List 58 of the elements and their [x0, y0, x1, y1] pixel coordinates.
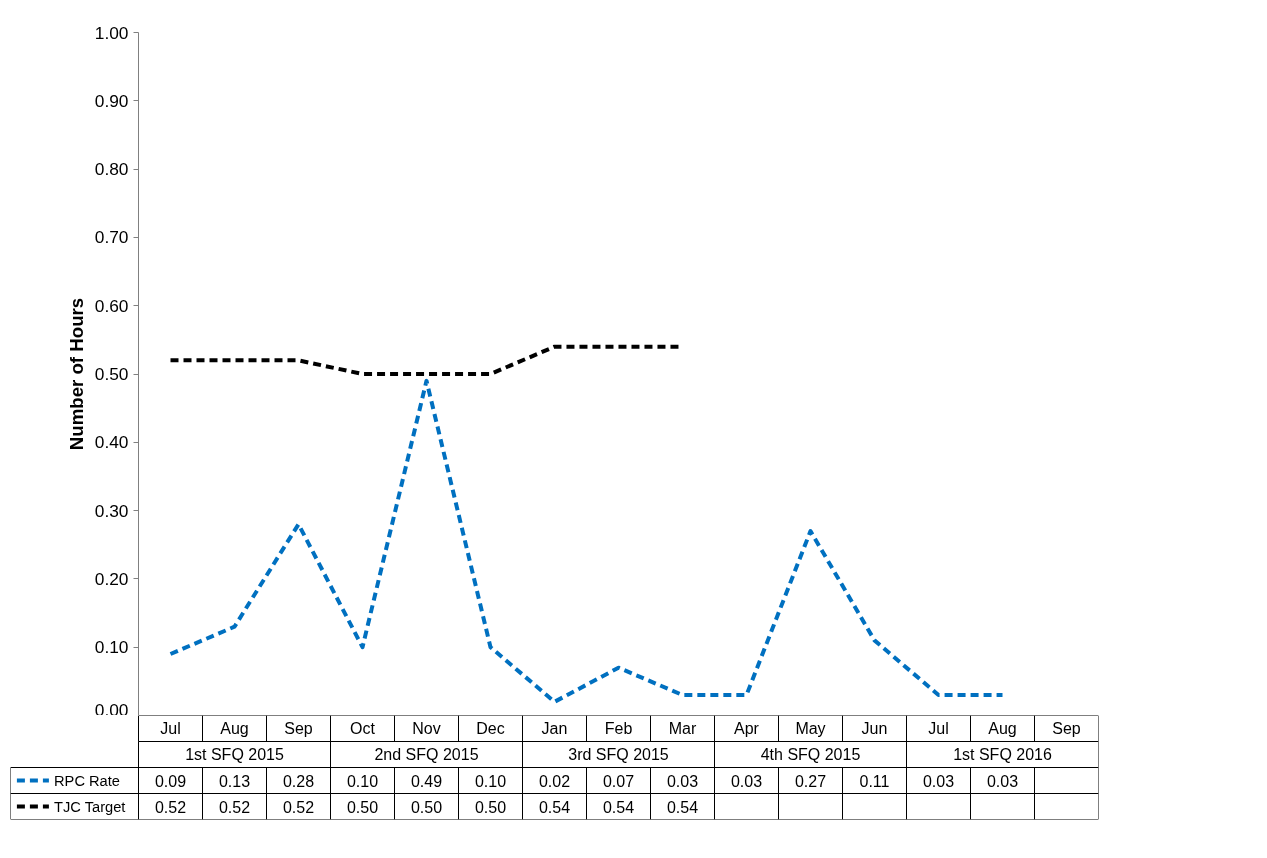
data-label: 0.50 — [346, 798, 379, 816]
data-label: 0.02 — [538, 772, 571, 790]
data-label: 0.03 — [922, 772, 955, 790]
data-label: 0.03 — [986, 772, 1019, 790]
data-label: 0.54 — [666, 798, 699, 816]
data-label: 0.09 — [154, 772, 187, 790]
data-label: 0.50 — [410, 798, 443, 816]
data-label: 0.03 — [666, 772, 699, 790]
data-label: 0.52 — [282, 798, 315, 816]
text: 1st SFQ 2016 — [953, 746, 1052, 763]
data-label: 0.50 — [474, 798, 507, 816]
data-label: 0.11 — [859, 772, 890, 790]
x-tick-label: Aug — [220, 720, 249, 737]
data-label: 0.52 — [218, 798, 251, 816]
line-series — [168, 378, 1005, 704]
legend-label: TJC Target — [54, 798, 126, 815]
y-tick-label: 0.90 — [94, 90, 129, 111]
y-tick-label: 0.80 — [94, 159, 129, 180]
y-tick-label: 0.00 — [94, 699, 129, 720]
data-label: 0.28 — [282, 772, 315, 790]
data-label: 0.54 — [602, 798, 635, 816]
data-label: 0.27 — [794, 772, 827, 790]
x-tick-label: Jan — [541, 720, 568, 737]
y-tick-label: 0.10 — [94, 637, 129, 658]
y-tick-label: 0.20 — [94, 568, 129, 589]
data-label: 0.03 — [730, 772, 763, 790]
x-tick-label: Nov — [412, 720, 441, 737]
x-tick-label: Aug — [988, 720, 1017, 737]
data-label: 0.10 — [474, 772, 507, 790]
x-tick-label: Dec — [476, 720, 505, 737]
text: 4th SFQ 2015 — [760, 746, 861, 763]
x-tick-label: Sep — [1052, 720, 1081, 737]
data-label: 0.10 — [346, 772, 379, 790]
x-tick-label: Jul — [928, 720, 949, 737]
y-tick-label: 1.00 — [94, 22, 129, 43]
x-tick-label: Apr — [734, 720, 760, 737]
y-tick-label: 0.50 — [94, 364, 129, 384]
x-tick-label: May — [795, 720, 826, 737]
x-tick-label: Oct — [350, 720, 376, 737]
x-tick-label: Jul — [160, 720, 181, 737]
data-label: 0.49 — [410, 772, 443, 790]
y-axis-title: Number of Hours — [65, 297, 87, 451]
y-tick-label: 0.60 — [94, 295, 129, 316]
data-label: 0.13 — [218, 772, 251, 790]
data-label: 0.52 — [154, 798, 187, 816]
y-tick-label: 0.30 — [94, 500, 129, 521]
data-label: 0.07 — [602, 772, 635, 790]
data-label: 0.54 — [538, 798, 571, 816]
text: 2nd SFQ 2015 — [374, 746, 479, 763]
x-tick-label: Jun — [861, 720, 888, 737]
text: 3rd SFQ 2015 — [568, 746, 669, 763]
y-tick-label: 0.40 — [94, 432, 129, 453]
x-tick-label: Mar — [668, 720, 697, 737]
x-tick-label: Sep — [284, 720, 313, 737]
y-tick-label: 0.70 — [94, 227, 129, 248]
x-tick-label: Feb — [604, 720, 633, 737]
text: 1st SFQ 2015 — [185, 746, 284, 763]
legend-label: RPC Rate — [54, 772, 120, 789]
